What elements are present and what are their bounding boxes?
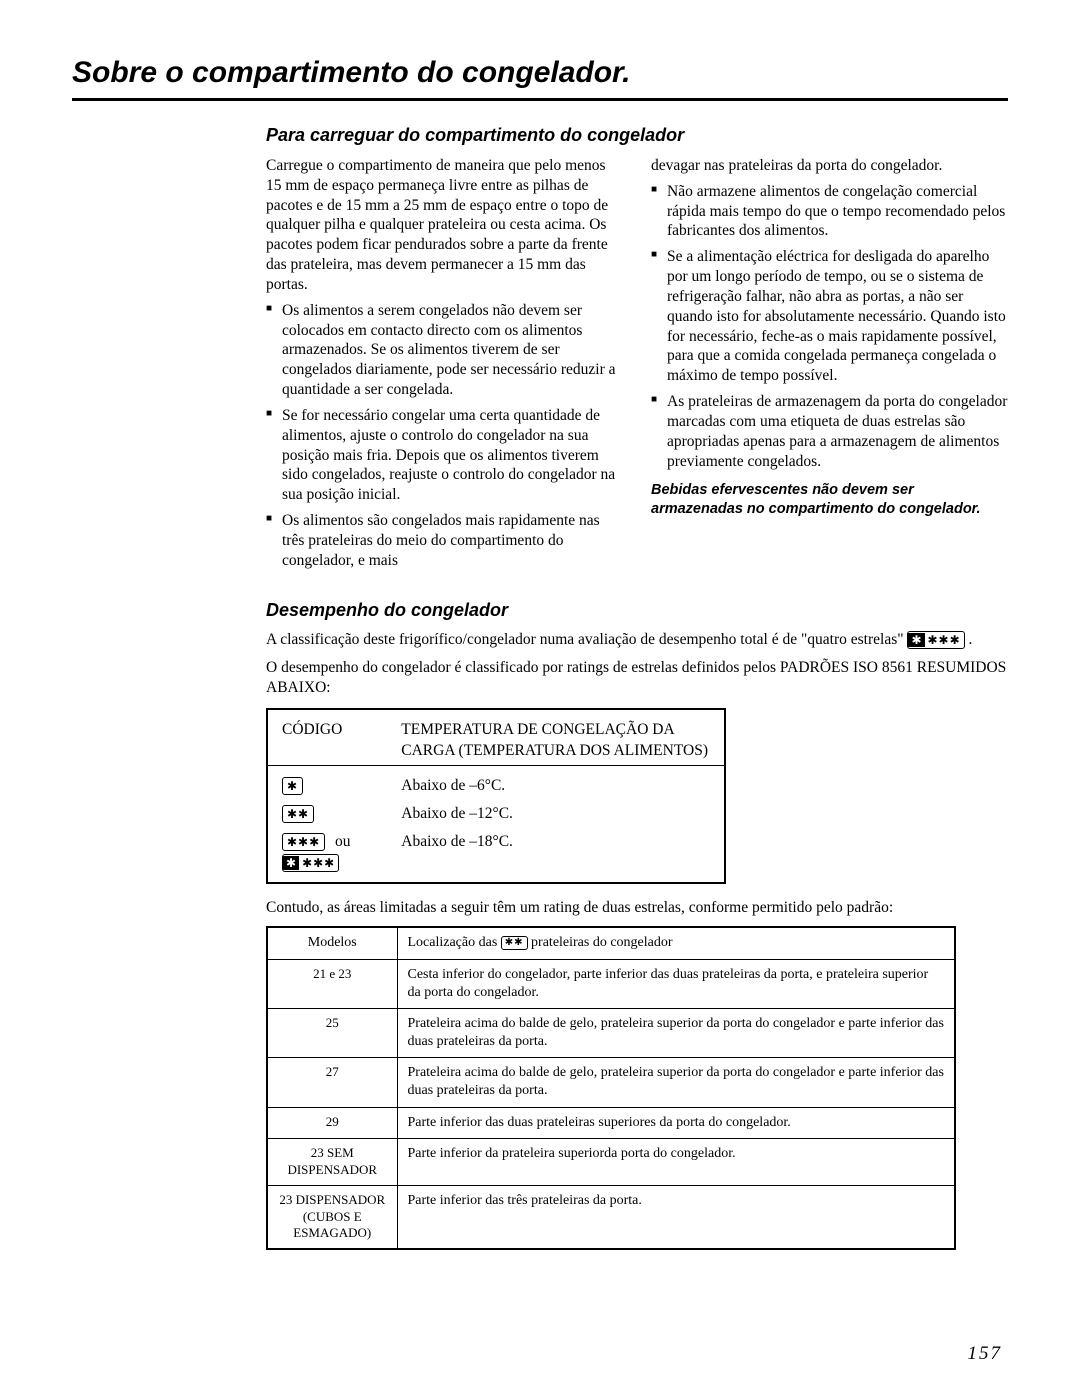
- bullet-item: Não armazene alimentos de congelação com…: [651, 182, 1008, 241]
- left-bullets: Os alimentos a serem congelados não deve…: [266, 301, 623, 571]
- three-star-icon: ✱✱✱: [282, 833, 325, 851]
- two-column-body: Carregue o compartimento de maneira que …: [266, 156, 1008, 571]
- rating-header-temp: TEMPERATURA DE CONGELAÇÃO DA CARGA (TEMP…: [387, 709, 725, 765]
- desc-cell: Parte inferior das três prateleiras da p…: [397, 1185, 955, 1249]
- desc-cell: Parte inferior das duas prateleiras supe…: [397, 1107, 955, 1138]
- rating-code-1: ✱: [267, 765, 387, 800]
- warning-text: Bebidas efervescentes não devem ser arma…: [651, 481, 1008, 519]
- right-bullets: Não armazene alimentos de congelação com…: [651, 182, 1008, 472]
- table-row: 23 SEM DISPENSADORParte inferior da prat…: [267, 1138, 955, 1185]
- bullet-item: Se a alimentação eléctrica for desligada…: [651, 247, 1008, 386]
- models-table: Modelos Localização das ✱✱ prateleiras d…: [266, 926, 956, 1250]
- rating-code-2: ✱✱: [267, 800, 387, 828]
- model-cell: 23 SEM DISPENSADOR: [267, 1138, 397, 1185]
- rating-temp-1: Abaixo de –6°C.: [387, 765, 725, 800]
- section2: Desempenho do congelador A classificação…: [266, 599, 1008, 1251]
- bullet-item: As prateleiras de armazenagem da porta d…: [651, 392, 1008, 471]
- two-star-small-icon: ✱✱: [501, 936, 528, 950]
- table-row: 27Prateleira acima do balde de gelo, pra…: [267, 1058, 955, 1107]
- page-number: 157: [968, 1343, 1003, 1365]
- page-title: Sobre o compartimento do congelador.: [72, 56, 1008, 101]
- model-cell: 23 DISPENSADOR (CUBOS E ESMAGADO): [267, 1185, 397, 1249]
- p1-text-b: .: [969, 631, 973, 648]
- rating-code-3: ✱✱✱ ou ✱✱✱✱: [267, 828, 387, 883]
- desc-cell: Prateleira acima do balde de gelo, prate…: [397, 1058, 955, 1107]
- model-cell: 21 e 23: [267, 959, 397, 1008]
- rating-header-code: CÓDIGO: [267, 709, 387, 765]
- model-cell: 25: [267, 1008, 397, 1057]
- bullet-item: Os alimentos a serem congelados não deve…: [266, 301, 623, 400]
- table-row: 21 e 23Cesta inferior do congelador, par…: [267, 959, 955, 1008]
- h2-text-a: Localização das: [408, 935, 501, 950]
- left-column: Carregue o compartimento de maneira que …: [266, 156, 623, 571]
- desc-cell: Parte inferior da prateleira superiorda …: [397, 1138, 955, 1185]
- table-row: 25Prateleira acima do balde de gelo, pra…: [267, 1008, 955, 1057]
- left-intro: Carregue o compartimento de maneira que …: [266, 156, 623, 295]
- section2-p1: A classificação deste frigorífico/congel…: [266, 630, 1008, 650]
- ou-text: ou: [335, 833, 351, 850]
- section2-p2: O desempenho do congelador é classificad…: [266, 658, 1008, 698]
- two-star-icon: ✱✱: [282, 805, 314, 823]
- models-header-2: Localização das ✱✱ prateleiras do congel…: [397, 927, 955, 959]
- right-intro: devagar nas prateleiras da porta do cong…: [651, 156, 1008, 176]
- table-row: 29Parte inferior das duas prateleiras su…: [267, 1107, 955, 1138]
- models-header-1: Modelos: [267, 927, 397, 959]
- desc-cell: Cesta inferior do congelador, parte infe…: [397, 959, 955, 1008]
- bullet-item: Se for necessário congelar uma certa qua…: [266, 406, 623, 505]
- right-column: devagar nas prateleiras da porta do cong…: [651, 156, 1008, 571]
- section2-p3: Contudo, as áreas limitadas a seguir têm…: [266, 898, 1008, 918]
- model-cell: 29: [267, 1107, 397, 1138]
- section1-heading: Para carreguar do compartimento do conge…: [266, 125, 1008, 146]
- four-star-badge-icon: ✱✱✱✱: [907, 631, 964, 649]
- rating-table: CÓDIGO TEMPERATURA DE CONGELAÇÃO DA CARG…: [266, 708, 726, 884]
- desc-cell: Prateleira acima do balde de gelo, prate…: [397, 1008, 955, 1057]
- four-star-badge-icon: ✱✱✱✱: [282, 854, 339, 872]
- rating-temp-2: Abaixo de –12°C.: [387, 800, 725, 828]
- rating-temp-3: Abaixo de –18°C.: [387, 828, 725, 883]
- table-row: 23 DISPENSADOR (CUBOS E ESMAGADO)Parte i…: [267, 1185, 955, 1249]
- model-cell: 27: [267, 1058, 397, 1107]
- bullet-item: Os alimentos são congelados mais rapidam…: [266, 511, 623, 570]
- section2-heading: Desempenho do congelador: [266, 599, 1008, 622]
- p1-text-a: A classificação deste frigorífico/congel…: [266, 631, 907, 648]
- h2-text-b: prateleiras do congelador: [531, 935, 673, 950]
- one-star-icon: ✱: [282, 777, 303, 795]
